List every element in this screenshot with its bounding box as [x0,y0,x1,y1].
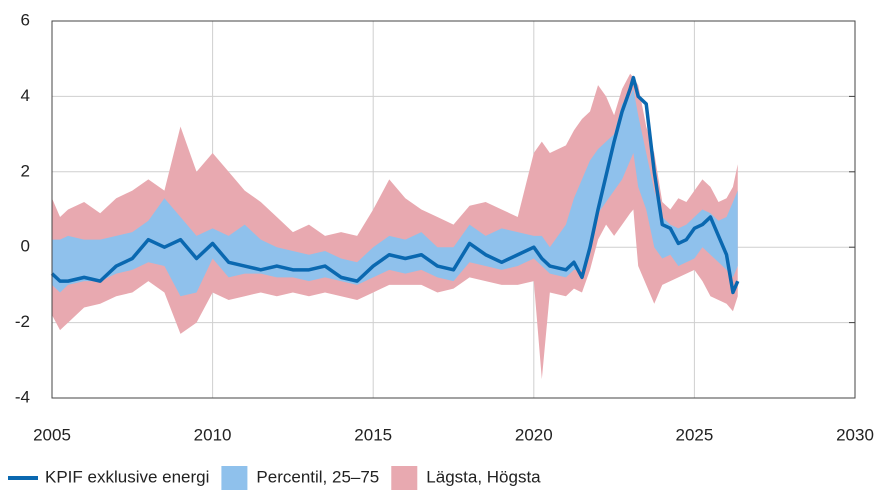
y-tick-label: 6 [21,10,30,29]
legend: KPIF exklusive energi Percentil, 25–75 Läg… [8,466,541,490]
legend-label: Percentil, 25–75 [256,467,379,486]
x-tick-label: 2020 [515,425,553,444]
legend-swatch [391,466,418,490]
y-tick-label: -4 [15,387,30,406]
band [52,88,738,297]
legend-swatch [221,466,248,490]
x-tick-label: 2015 [354,425,392,444]
x-tick-label: 2025 [675,425,713,444]
y-tick-label: 2 [21,161,30,180]
x-tick-label: 2005 [33,425,71,444]
line [50,75,740,295]
y-tick-label: -2 [15,312,30,331]
plot-frame [51,20,856,399]
y-tick-label: 4 [21,86,30,105]
y-tick-label: 0 [21,237,30,256]
x-tick-label: 2010 [194,425,232,444]
legend-label: Lägsta, Högsta [426,467,541,486]
x-tick-label: 2030 [836,425,874,444]
legend-label: KPIF exklusive energi [45,467,209,486]
band [52,73,738,380]
